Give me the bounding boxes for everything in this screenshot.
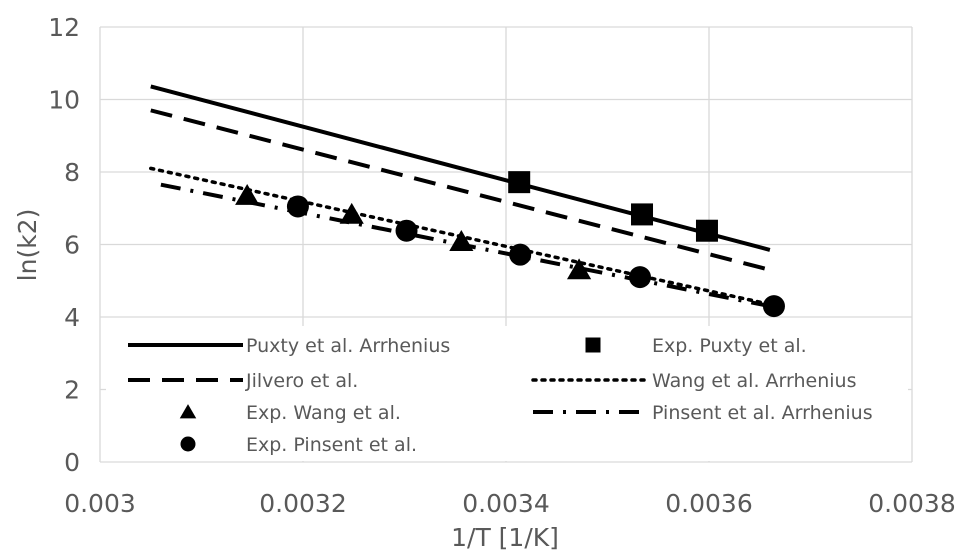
legend: Puxty et al. Arrhenius Exp. Puxty et al. J…	[106, 326, 908, 461]
x-tick-label: 0.0032	[259, 489, 346, 518]
legend-box	[106, 326, 908, 461]
y-tick-label: 12	[48, 13, 80, 42]
y-tick-label: 4	[64, 303, 80, 332]
data-point-exp-pinsent-et-al	[286, 195, 309, 218]
data-point-exp-wang-et-al	[449, 230, 474, 251]
legend-label: Wang et al. Arrhenius	[652, 370, 856, 392]
legend-label: Exp. Puxty et al.	[652, 335, 807, 357]
x-tick-label: 0.0038	[868, 489, 955, 518]
legend-label: Exp. Pinsent et al.	[246, 434, 417, 456]
data-point-exp-puxty-et-al	[508, 171, 531, 194]
data-point-exp-pinsent-et-al	[762, 295, 785, 318]
x-axis-title: 1/T [1/K]	[451, 523, 559, 552]
data-point-exp-puxty-et-al	[631, 203, 654, 226]
data-point-exp-wang-et-al	[566, 258, 592, 280]
x-tick-label: 0.0036	[665, 489, 752, 518]
series-line-puxty-et-al-arrhenius	[150, 84, 771, 252]
tick-labels: 0 2 4 6 8 10 12 0.003 0.0032 0.0034 0.0036 0.0038	[48, 13, 956, 518]
y-tick-label: 2	[64, 376, 80, 405]
y-tick-label: 0	[64, 448, 80, 477]
series-line-jilvero-et-al	[150, 108, 771, 272]
legend-label: Jilvero et al.	[245, 370, 358, 392]
y-tick-label: 6	[64, 231, 80, 260]
data-point-exp-wang-et-al	[339, 202, 364, 224]
data-point-exp-puxty-et-al	[695, 219, 718, 242]
data-point-exp-pinsent-et-al	[628, 266, 651, 289]
data-point-exp-wang-et-al	[235, 184, 260, 205]
marker-layer	[235, 171, 785, 318]
x-tick-label: 0.0034	[462, 489, 549, 518]
legend-swatch-exp-pinsent-et-al	[180, 436, 196, 452]
x-tick-label: 0.003	[64, 489, 136, 518]
data-point-exp-pinsent-et-al	[509, 243, 532, 266]
y-tick-label: 10	[48, 86, 80, 115]
legend-label: Puxty et al. Arrhenius	[246, 335, 450, 357]
legend-swatch-exp-wang-et-al	[179, 404, 197, 419]
legend-label: Exp. Wang et al.	[246, 402, 401, 424]
y-tick-label: 8	[64, 158, 80, 187]
legend-label: Pinsent et al. Arrhenius	[652, 402, 873, 424]
legend-swatch-exp-puxty-et-al	[585, 337, 601, 353]
data-point-exp-pinsent-et-al	[395, 219, 418, 242]
y-axis-title: ln(k2)	[13, 209, 42, 282]
